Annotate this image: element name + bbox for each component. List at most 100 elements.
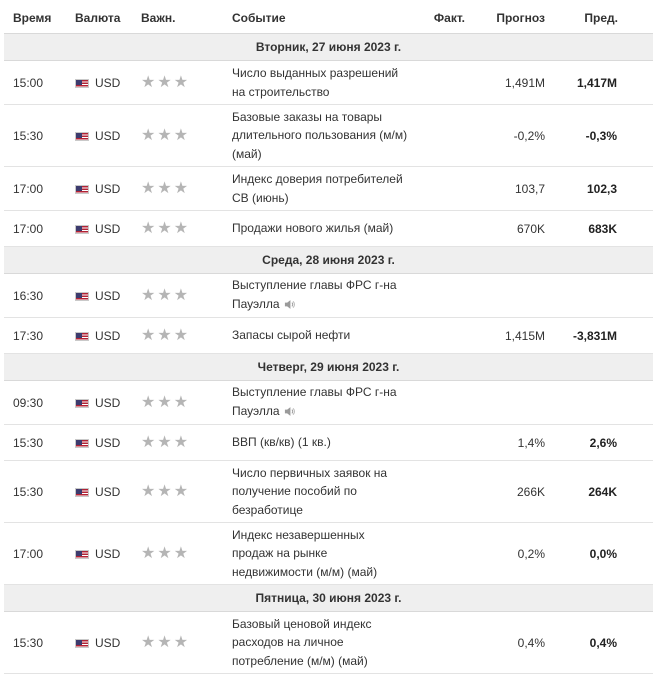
event-row[interactable]: 17:00 USD ★ ★ ★ Индекс доверия потребителей CB… (4, 166, 653, 211)
importance-stars: ★ ★ ★ (139, 273, 229, 318)
event-currency: USD (95, 181, 121, 196)
us-flag-icon (75, 398, 89, 408)
star-icon: ★ (141, 633, 156, 651)
star-icon: ★ (157, 286, 172, 304)
event-row[interactable]: 17:00 USD ★ ★ ★ Продажи нового жилья (май) 670… (4, 210, 653, 247)
star-icon: ★ (173, 219, 189, 237)
star-icon: ★ (141, 482, 156, 500)
event-actual (419, 60, 469, 105)
event-time: 17:00 (4, 210, 73, 247)
column-header-currency[interactable]: Валюта (73, 3, 139, 34)
event-time: 09:30 (4, 380, 73, 425)
star-icon: ★ (157, 544, 172, 562)
event-row[interactable]: 09:30 USD ★ ★ ★ Выступление главы ФРС г-на Пау… (4, 380, 653, 425)
event-name[interactable]: Число первичных заявок на получение пособ… (229, 460, 419, 523)
event-forecast: 1,415M (469, 317, 553, 354)
star-icon: ★ (173, 126, 189, 144)
star-icon: ★ (157, 633, 172, 651)
event-forecast (469, 380, 553, 425)
star-icon: ★ (173, 179, 189, 197)
day-header-row: Пятница, 30 июня 2023 г. (4, 584, 653, 612)
column-header-time[interactable]: Время (4, 3, 73, 34)
star-icon: ★ (157, 482, 172, 500)
star-icon: ★ (157, 393, 172, 411)
event-name-line: Пауэлла (232, 403, 280, 418)
event-name-line: Выступление главы ФРС г-на (232, 278, 397, 292)
column-header-previous[interactable]: Пред. (553, 3, 653, 34)
event-name[interactable]: Индекс незавершенных продаж на рынке недви… (229, 522, 419, 585)
event-name[interactable]: Продажи нового жилья (май) (229, 210, 419, 247)
star-icon: ★ (157, 433, 172, 451)
importance-stars: ★ ★ ★ (139, 60, 229, 105)
event-name[interactable]: ВВП (кв/кв) (1 кв.) (229, 424, 419, 461)
event-name[interactable]: Базовые заказы на товары длительного поль… (229, 104, 419, 167)
us-flag-icon (75, 549, 89, 559)
star-icon: ★ (157, 219, 172, 237)
event-currency: USD (95, 395, 121, 410)
us-flag-icon (75, 291, 89, 301)
event-name-line: получение пособий по (232, 484, 357, 499)
day-label: Четверг, 29 июня 2023 г. (4, 353, 653, 381)
star-icon: ★ (173, 393, 189, 411)
event-forecast: 0,4% (469, 611, 553, 674)
event-forecast: 0,2% (469, 522, 553, 585)
us-flag-icon (75, 184, 89, 194)
day-label: Среда, 28 июня 2023 г. (4, 246, 653, 274)
event-previous: 0,4% (553, 611, 653, 674)
event-currency-cell: USD (73, 273, 139, 318)
event-row[interactable]: 17:00 USD ★ ★ ★ Индекс незавершенных продаж на… (4, 522, 653, 585)
event-name[interactable]: Индекс доверия потребителей CB (июнь) (229, 166, 419, 211)
event-forecast: 670K (469, 210, 553, 247)
event-name-line: Запасы сырой нефти (232, 328, 351, 343)
event-name-line: Пауэлла (232, 296, 280, 311)
column-header-forecast[interactable]: Прогноз (469, 3, 553, 34)
event-row[interactable]: 15:30 USD ★ ★ ★ Число первичных заявок на полу… (4, 460, 653, 523)
us-flag-icon (75, 638, 89, 648)
event-name[interactable]: Число выданных разрешений на строительств… (229, 60, 419, 105)
day-header-row: Вторник, 27 июня 2023 г. (4, 33, 653, 61)
event-previous: 102,3 (553, 166, 653, 211)
column-header-actual[interactable]: Факт. (419, 3, 469, 34)
event-currency: USD (95, 75, 121, 90)
event-time: 17:00 (4, 166, 73, 211)
star-icon: ★ (173, 73, 189, 91)
event-row[interactable]: 15:30 USD ★ ★ ★ ВВП (кв/кв) (1 кв.) 1,4% 2,6% (4, 424, 653, 461)
event-row[interactable]: 16:30 USD ★ ★ ★ Выступление главы ФРС г-на Пау… (4, 273, 653, 318)
event-row[interactable]: 15:00 USD ★ ★ ★ Число выданных разрешений на с… (4, 60, 653, 105)
event-name-line: безработице (232, 502, 303, 517)
event-currency-cell: USD (73, 104, 139, 167)
speaker-icon (284, 404, 295, 423)
event-actual (419, 522, 469, 585)
star-icon: ★ (173, 286, 189, 304)
event-name[interactable]: Выступление главы ФРС г-на Пауэлла (229, 380, 419, 425)
speaker-icon (284, 297, 295, 316)
event-currency: USD (95, 435, 121, 450)
event-name[interactable]: Выступление главы ФРС г-на Пауэлла (229, 273, 419, 318)
column-header-importance[interactable]: Важн. (139, 3, 229, 34)
event-name-line: Число первичных заявок на (232, 465, 388, 480)
event-name-line: недвижимости (м/м) (май) (232, 564, 378, 579)
event-previous (553, 273, 653, 318)
event-name-line: Индекс доверия потребителей (232, 172, 403, 186)
event-row[interactable]: 15:30 USD ★ ★ ★ Базовый ценовой индекс расходо… (4, 611, 653, 674)
event-name-line: (май) (232, 146, 262, 161)
event-currency: USD (95, 328, 121, 343)
event-name[interactable]: Запасы сырой нефти (229, 317, 419, 354)
column-header-event[interactable]: Событие (229, 3, 419, 34)
star-icon: ★ (141, 544, 156, 562)
event-row[interactable]: 17:30 USD ★ ★ ★ Запасы сырой нефти 1,415M -3,83… (4, 317, 653, 354)
event-currency: USD (95, 484, 121, 499)
importance-stars: ★ ★ ★ (139, 317, 229, 354)
us-flag-icon (75, 224, 89, 234)
event-currency: USD (95, 288, 121, 303)
event-time: 17:00 (4, 522, 73, 585)
star-icon: ★ (173, 433, 189, 451)
importance-stars: ★ ★ ★ (139, 210, 229, 247)
event-currency: USD (95, 128, 121, 143)
event-name-line: на строительство (232, 84, 330, 99)
importance-stars: ★ ★ ★ (139, 460, 229, 523)
event-row[interactable]: 15:30 USD ★ ★ ★ Базовые заказы на товары длите… (4, 104, 653, 167)
event-currency-cell: USD (73, 317, 139, 354)
importance-stars: ★ ★ ★ (139, 611, 229, 674)
event-name[interactable]: Базовый ценовой индекс расходов на личное… (229, 611, 419, 674)
